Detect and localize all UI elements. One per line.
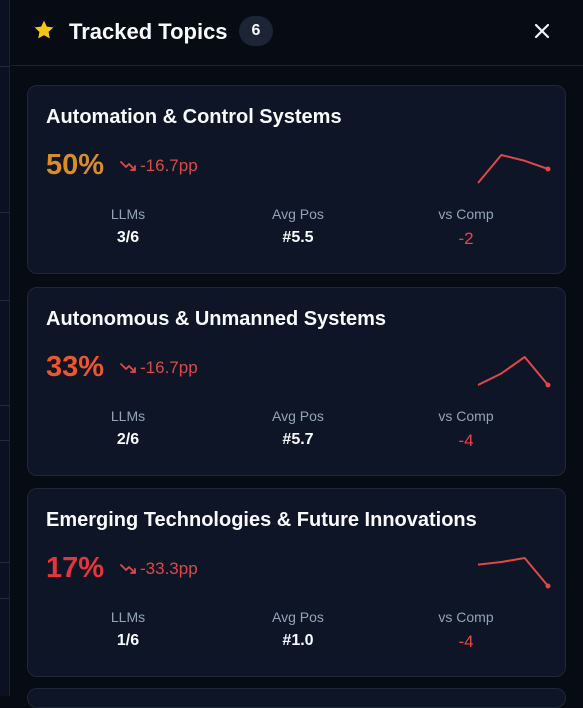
background-divider bbox=[0, 66, 10, 67]
topic-name: Automation & Control Systems bbox=[46, 106, 342, 128]
change-delta: -33.3pp bbox=[140, 559, 198, 578]
topic-count-badge: 6 bbox=[239, 16, 273, 46]
vs-comp-label: vs Comp bbox=[438, 206, 494, 222]
vs-comp-value: -4 bbox=[458, 431, 474, 450]
avg-pos-value: #5.5 bbox=[282, 229, 314, 246]
tracked-topics-panel: Tracked Topics 6 Automation & Control Sy… bbox=[11, 0, 583, 708]
background-divider bbox=[0, 405, 10, 406]
llms-value: 1/6 bbox=[116, 632, 140, 649]
visibility-percent: 33% bbox=[46, 351, 105, 383]
trend-sparkline bbox=[477, 154, 551, 184]
trend-down-icon bbox=[120, 363, 136, 373]
sparkline-path bbox=[477, 356, 549, 386]
llms-label: LLMs bbox=[110, 408, 146, 424]
avg-pos-label: Avg Pos bbox=[272, 408, 324, 424]
avg-pos-stat: Avg Pos #5.7 bbox=[228, 408, 368, 449]
panel-header: Tracked Topics 6 bbox=[11, 0, 583, 66]
llms-stat: LLMs 3/6 bbox=[58, 206, 198, 247]
avg-pos-value: #5.7 bbox=[282, 431, 314, 448]
background-divider bbox=[0, 562, 10, 563]
sparkline-path bbox=[477, 154, 549, 184]
topic-card[interactable]: Autonomous & Unmanned Systems 33% -16.7p… bbox=[27, 287, 566, 476]
background-divider bbox=[0, 212, 10, 213]
topic-name: Autonomous & Unmanned Systems bbox=[46, 308, 387, 330]
trend-sparkline bbox=[477, 356, 551, 388]
sparkline-path bbox=[477, 557, 549, 587]
sparkline-endpoint bbox=[545, 166, 551, 172]
change-delta: -16.7pp bbox=[140, 156, 198, 175]
llms-label: LLMs bbox=[110, 206, 146, 222]
change-delta: -16.7pp bbox=[140, 358, 198, 377]
llms-label: LLMs bbox=[110, 609, 146, 625]
background-divider bbox=[0, 300, 10, 301]
avg-pos-label: Avg Pos bbox=[272, 609, 324, 625]
trend-down-icon bbox=[120, 161, 136, 171]
star-icon bbox=[34, 20, 54, 39]
topic-name: Emerging Technologies & Future Innovatio… bbox=[46, 509, 477, 531]
avg-pos-stat: Avg Pos #5.5 bbox=[228, 206, 368, 247]
trend-sparkline bbox=[477, 557, 551, 589]
vs-comp-stat: vs Comp -2 bbox=[396, 206, 536, 249]
avg-pos-label: Avg Pos bbox=[272, 206, 324, 222]
visibility-percent: 17% bbox=[46, 552, 105, 584]
background-divider bbox=[0, 440, 10, 441]
vs-comp-value: -4 bbox=[458, 632, 474, 651]
background-divider bbox=[0, 598, 10, 599]
topic-card[interactable]: Emerging Technologies & Future Innovatio… bbox=[27, 488, 566, 677]
llms-stat: LLMs 2/6 bbox=[58, 408, 198, 449]
llms-stat: LLMs 1/6 bbox=[58, 609, 198, 650]
avg-pos-stat: Avg Pos #1.0 bbox=[228, 609, 368, 650]
vs-comp-stat: vs Comp -4 bbox=[396, 609, 536, 652]
close-icon[interactable] bbox=[529, 18, 555, 44]
panel-title: Tracked Topics bbox=[69, 19, 228, 44]
topic-card-partial[interactable] bbox=[27, 688, 566, 708]
sparkline-endpoint bbox=[545, 583, 551, 589]
background-page-fragment bbox=[0, 0, 10, 696]
sparkline-endpoint bbox=[545, 382, 551, 388]
trend-down-icon bbox=[120, 564, 136, 574]
vs-comp-label: vs Comp bbox=[438, 609, 494, 625]
visibility-percent: 50% bbox=[46, 149, 105, 181]
llms-value: 2/6 bbox=[116, 431, 140, 448]
avg-pos-value: #1.0 bbox=[282, 632, 314, 649]
vs-comp-label: vs Comp bbox=[438, 408, 494, 424]
vs-comp-value: -2 bbox=[458, 229, 474, 248]
topic-card[interactable]: Automation & Control Systems 50% -16.7pp… bbox=[27, 85, 566, 274]
llms-value: 3/6 bbox=[116, 229, 140, 246]
vs-comp-stat: vs Comp -4 bbox=[396, 408, 536, 451]
